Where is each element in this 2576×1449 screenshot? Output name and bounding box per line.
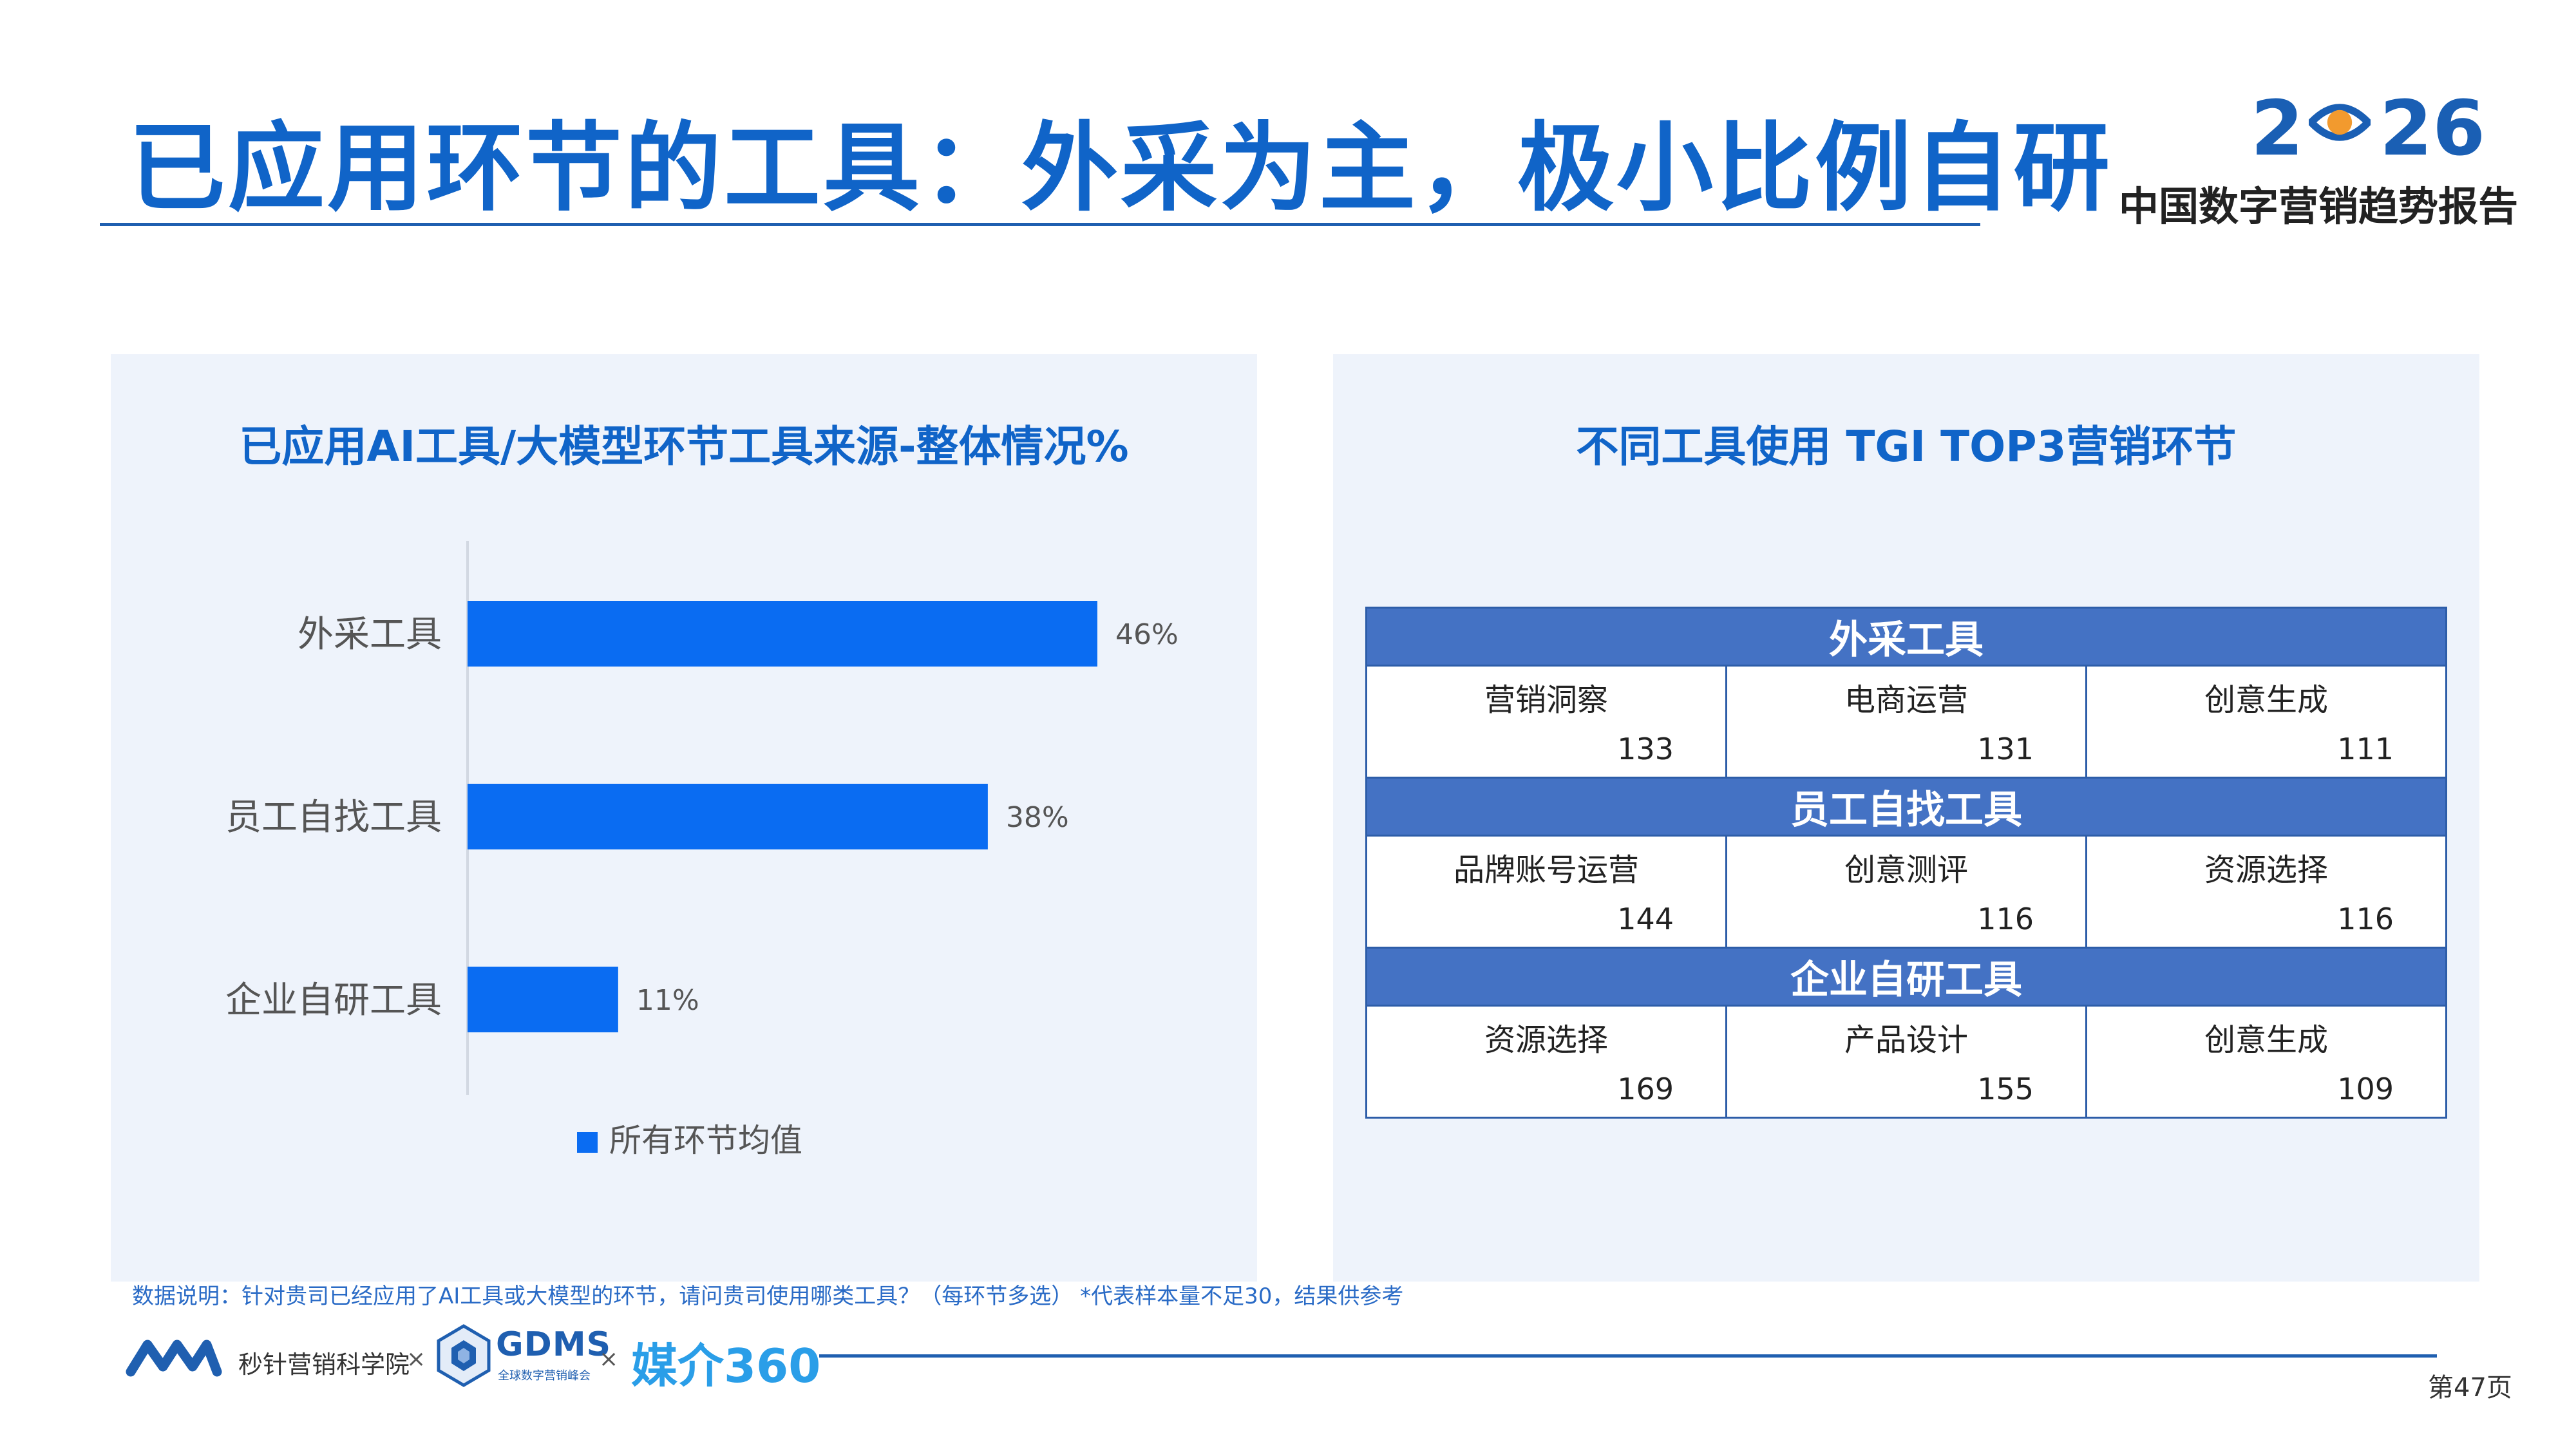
group-header: 员工自找工具 <box>1365 777 2447 837</box>
tgi-top3-table: 外采工具 营销洞察 133 电商运营 131 创意生成 111 员工自找工具 品牌账号… <box>1365 607 2447 1119</box>
separator: × <box>406 1346 426 1372</box>
tgi-value: 169 <box>1617 1072 1674 1106</box>
tgi-value: 144 <box>1617 902 1674 936</box>
category-label: 企业自研工具 <box>225 980 442 1021</box>
tgi-value: 116 <box>2337 902 2394 936</box>
org2-subtitle: 全球数字营销峰会 <box>498 1369 591 1383</box>
table-cell: 产品设计 155 <box>1725 1005 2087 1119</box>
category-label: 员工自找工具 <box>225 797 442 838</box>
org1-name: 秒针营销科学院 <box>238 1350 410 1379</box>
eye-icon <box>2309 104 2371 141</box>
table-cell: 营销洞察 133 <box>1365 665 1727 779</box>
chart-title: 已应用AI工具/大模型环节工具来源-整体情况% <box>239 422 1129 471</box>
tool-source-bar-chart: 外采工具 46% 员工自找工具 38% 企业自研工具 11% 所有环节均值 <box>225 541 1179 1159</box>
bar-3 <box>468 967 618 1032</box>
miaozhen-logo-icon <box>126 1340 222 1377</box>
segment-name: 营销洞察 <box>1484 682 1608 718</box>
data-footnote: 数据说明：针对贵司已经应用了AI工具或大模型的环节，请问贵司使用哪类工具？（每环… <box>132 1283 1404 1309</box>
page-number: 第47页 <box>2428 1373 2512 1403</box>
data-label: 46% <box>1115 618 1179 651</box>
tgi-value: 111 <box>2337 732 2394 766</box>
tgi-value: 116 <box>1977 902 2034 936</box>
tool-source-chart-panel: 已应用AI工具/大模型环节工具来源-整体情况% 外采工具 46% 员工自找工具 38%… <box>111 354 1257 1282</box>
table-title: 不同工具使用 TGI TOP3营销环节 <box>1576 422 2237 471</box>
segment-name: 创意生成 <box>2204 682 2328 718</box>
group-header: 外采工具 <box>1365 607 2447 667</box>
footer-divider <box>819 1354 2437 1358</box>
bar-1 <box>468 601 1097 667</box>
table-cell: 资源选择 116 <box>2085 835 2447 949</box>
segment-name: 产品设计 <box>1844 1022 1968 1058</box>
segment-name: 资源选择 <box>1484 1022 1608 1058</box>
table-cell: 创意生成 109 <box>2085 1005 2447 1119</box>
tgi-value: 155 <box>1977 1072 2034 1106</box>
data-label: 38% <box>1006 801 1069 834</box>
logo-year-last-digits: 26 <box>2380 84 2486 173</box>
segment-name: 创意生成 <box>2204 1022 2328 1058</box>
table-cell: 创意测评 116 <box>1725 835 2087 949</box>
tgi-value: 133 <box>1617 732 1674 766</box>
separator: × <box>599 1346 619 1372</box>
tgi-table-panel: 不同工具使用 TGI TOP3营销环节 外采工具 营销洞察 133 电商运营 131… <box>1333 354 2479 1282</box>
org3-name: 媒介360 <box>631 1339 821 1393</box>
data-label: 11% <box>636 984 699 1017</box>
table-cell: 品牌账号运营 144 <box>1365 835 1727 949</box>
tgi-value: 109 <box>2337 1072 2394 1106</box>
segment-name: 创意测评 <box>1844 852 1968 888</box>
report-subtitle: 中国数字营销趋势报告 <box>2119 183 2519 230</box>
org2-name: GDMS <box>496 1325 612 1364</box>
report-year-logo: 2 26 <box>2251 84 2485 173</box>
legend-label: 所有环节均值 <box>609 1122 802 1159</box>
segment-name: 电商运营 <box>1844 682 1968 718</box>
gdms-logo-icon <box>437 1324 491 1387</box>
legend-swatch <box>577 1132 598 1153</box>
table-cell: 资源选择 169 <box>1365 1005 1727 1119</box>
title-divider <box>100 223 1980 226</box>
category-label: 外采工具 <box>298 614 442 656</box>
segment-name: 品牌账号运营 <box>1453 852 1639 888</box>
bar-2 <box>468 784 988 849</box>
segment-name: 资源选择 <box>2204 852 2328 888</box>
table-cell: 电商运营 131 <box>1725 665 2087 779</box>
page-title: 已应用环节的工具：外采为主，极小比例自研 <box>129 113 2113 225</box>
footer-logos: 秒针营销科学院 × GDMS 全球数字营销峰会 × 媒介360 <box>126 1320 834 1393</box>
table-cell: 创意生成 111 <box>2085 665 2447 779</box>
logo-year-first-digit: 2 <box>2251 84 2304 173</box>
tgi-value: 131 <box>1977 732 2034 766</box>
group-header: 企业自研工具 <box>1365 947 2447 1007</box>
